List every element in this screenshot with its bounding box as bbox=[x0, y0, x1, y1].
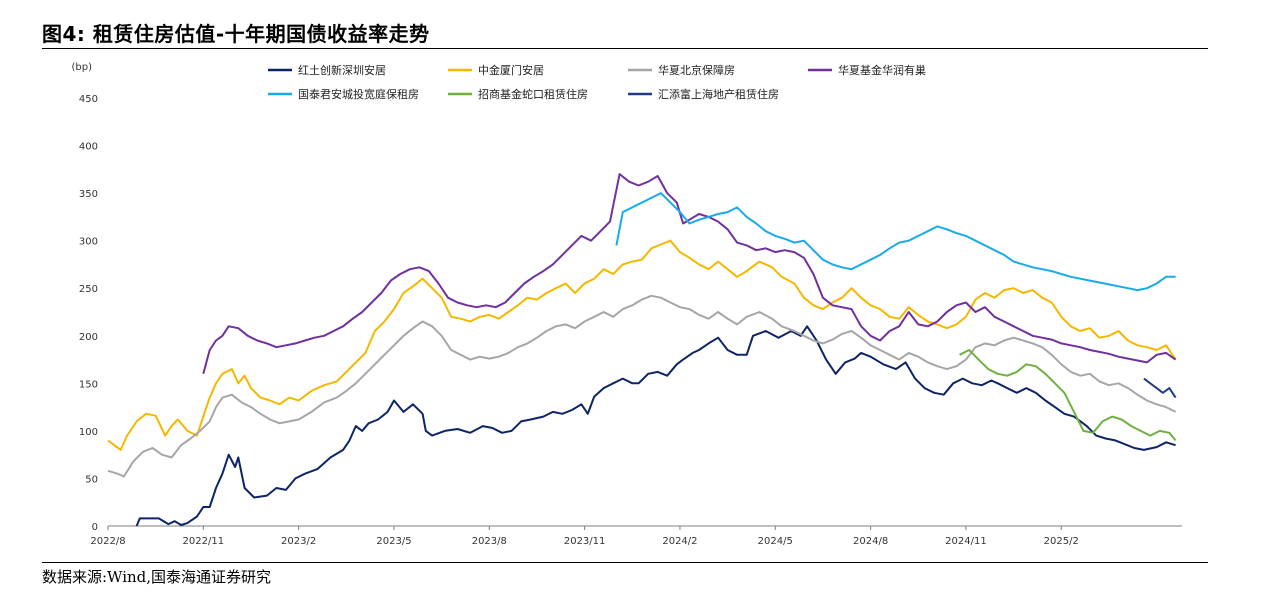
legend-label-5: 招商基金蛇口租赁住房 bbox=[478, 87, 588, 101]
y-tick-label-2: 100 bbox=[79, 427, 98, 438]
chart-title: 图4: 租赁住房估值-十年期国债收益率走势 bbox=[42, 22, 430, 46]
y-tick-label-8: 400 bbox=[79, 142, 98, 153]
y-tick-label-7: 350 bbox=[79, 189, 98, 200]
legend-label-1: 中金厦门安居 bbox=[478, 63, 544, 77]
y-tick-label-4: 200 bbox=[79, 332, 98, 343]
x-tick-label-7: 2024/5 bbox=[758, 536, 793, 547]
y-tick-label-3: 150 bbox=[79, 379, 98, 390]
source-note: 数据来源:Wind,国泰海通证券研究 bbox=[42, 568, 272, 586]
x-tick-label-6: 2024/2 bbox=[662, 536, 697, 547]
series-line-3 bbox=[202, 173, 1177, 375]
y-tick-label-1: 50 bbox=[85, 474, 98, 485]
x-tick-label-1: 2022/11 bbox=[183, 536, 225, 547]
bottom-rule bbox=[42, 562, 1208, 563]
series-line-6 bbox=[1143, 377, 1177, 399]
x-tick-label-3: 2023/5 bbox=[376, 536, 411, 547]
axes: (bp) 0 50 100 150 200 250 300 350 400 450 2022/8 202… bbox=[72, 62, 1182, 547]
legend-label-0: 红土创新深圳安居 bbox=[298, 63, 386, 77]
legend-label-2: 华夏北京保障房 bbox=[658, 63, 735, 77]
series-line-5 bbox=[959, 349, 1177, 442]
x-tick-label-4: 2023/8 bbox=[472, 536, 507, 547]
x-tick-label-2: 2023/2 bbox=[281, 536, 316, 547]
series-line-1 bbox=[107, 239, 1177, 451]
x-tick-label-10: 2025/2 bbox=[1044, 536, 1079, 547]
series-line-4 bbox=[615, 192, 1176, 292]
top-rule bbox=[42, 48, 1208, 49]
y-tick-label-5: 250 bbox=[79, 284, 98, 295]
series-layer bbox=[107, 173, 1177, 527]
legend: 红土创新深圳安居 中金厦门安居 华夏北京保障房 华夏基金华润有巢国泰君安城投宽庭保租房… bbox=[268, 63, 926, 101]
legend-label-4: 国泰君安城投宽庭保租房 bbox=[298, 87, 419, 101]
legend-label-6: 汇添富上海地产租赁住房 bbox=[658, 87, 779, 101]
x-tick-label-9: 2024/11 bbox=[945, 536, 987, 547]
legend-label-3: 华夏基金华润有巢 bbox=[838, 63, 926, 77]
y-tick-label-9: 450 bbox=[79, 94, 98, 105]
series-line-2 bbox=[107, 294, 1177, 478]
y-tick-label-6: 300 bbox=[79, 237, 98, 248]
x-tick-label-0: 2022/8 bbox=[90, 536, 125, 547]
series-line-0 bbox=[135, 325, 1176, 527]
x-tick-label-8: 2024/8 bbox=[853, 536, 888, 547]
y-tick-label-0: 0 bbox=[92, 522, 98, 533]
y-axis-unit-label: (bp) bbox=[72, 62, 93, 73]
x-tick-label-5: 2023/11 bbox=[564, 536, 606, 547]
